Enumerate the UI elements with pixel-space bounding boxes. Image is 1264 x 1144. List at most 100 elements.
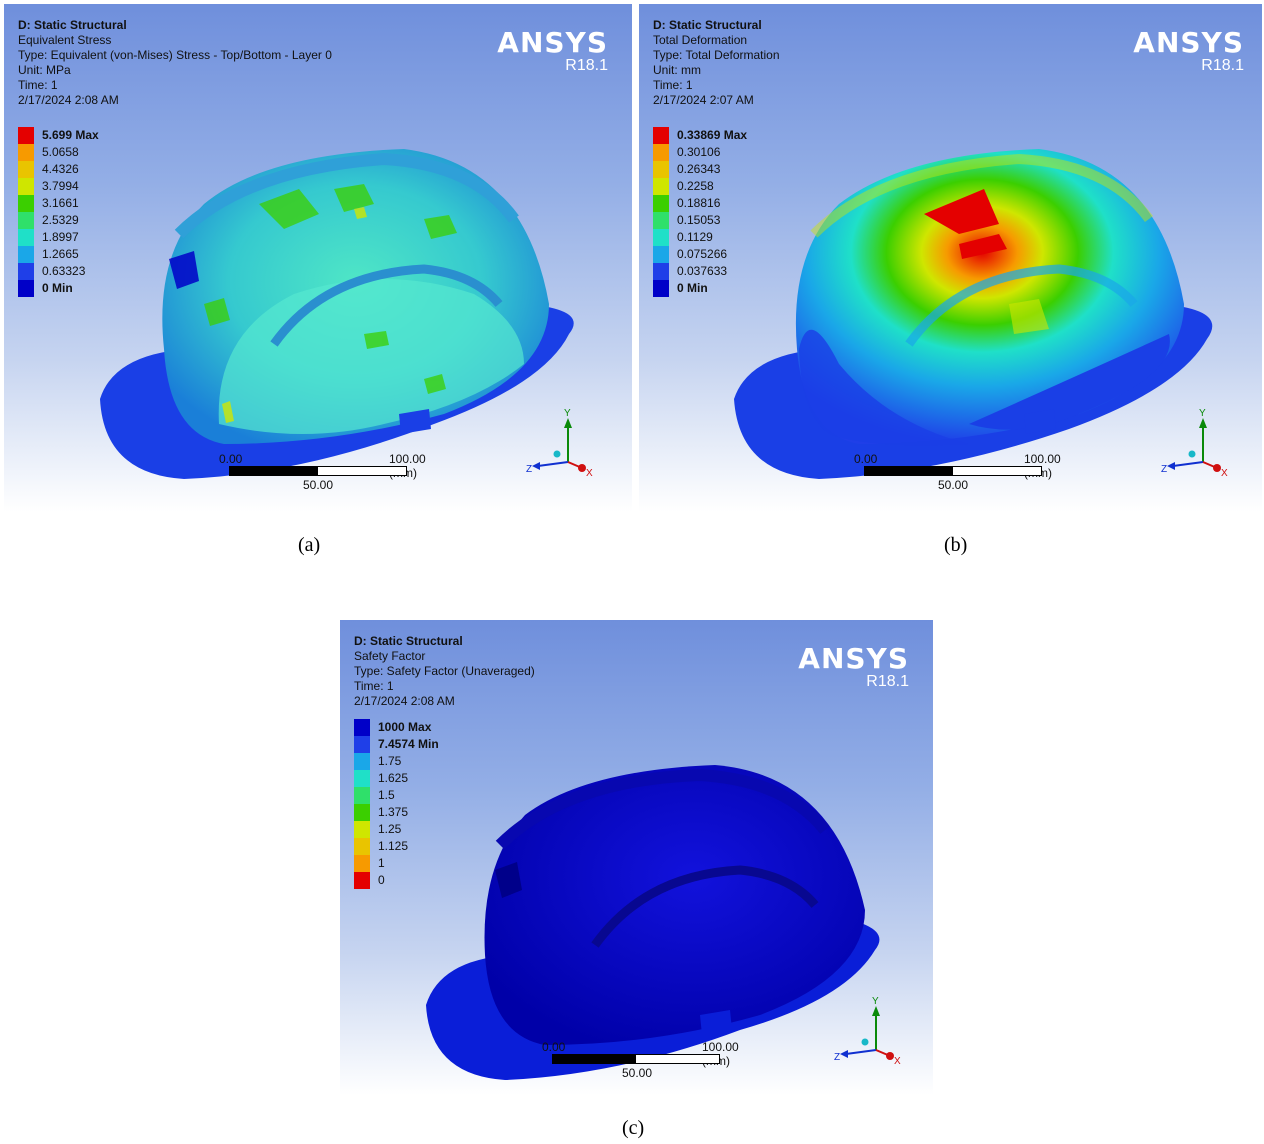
legend-entry: 1.25 <box>354 821 439 838</box>
result-info-block: D: Static Structural Total Deformation T… <box>653 18 780 108</box>
coordinate-triad-icon[interactable]: Y Z X <box>1159 404 1229 479</box>
legend-entry: 0.2258 <box>653 178 747 195</box>
scale-bar <box>552 1054 720 1064</box>
axis-x-label: X <box>894 1056 901 1067</box>
legend-entry: 0.26343 <box>653 161 747 178</box>
legend-entry: 1.125 <box>354 838 439 855</box>
legend-color-swatch <box>18 246 34 263</box>
axis-y-label: Y <box>1199 408 1206 419</box>
legend-entry: 4.4326 <box>18 161 99 178</box>
legend-color-swatch <box>354 838 370 855</box>
legend-color-swatch <box>653 246 669 263</box>
scale-start-label: 0.00 <box>542 1040 566 1054</box>
axis-z-label: Z <box>526 464 532 475</box>
axis-z-label: Z <box>834 1052 840 1063</box>
legend-color-swatch <box>653 212 669 229</box>
analysis-title: D: Static Structural <box>18 18 127 32</box>
viewport-equivalent-stress[interactable]: D: Static Structural Equivalent Stress T… <box>4 4 632 512</box>
legend-value-label: 0.15053 <box>677 213 721 227</box>
legend-entry: 0.63323 <box>18 263 99 280</box>
scale-bar <box>864 466 1042 476</box>
result-name: Total Deformation <box>653 33 748 47</box>
legend-value-label: 1.5 <box>378 788 395 802</box>
result-date: 2/17/2024 2:07 AM <box>653 93 754 107</box>
legend-color-swatch <box>653 144 669 161</box>
result-unit: Unit: MPa <box>18 63 71 77</box>
legend-value-label: 0.30106 <box>677 145 721 159</box>
legend-entry: 0.18816 <box>653 195 747 212</box>
legend-value-label: 0.63323 <box>42 264 86 278</box>
scale-mid-label: 50.00 <box>938 478 969 492</box>
scale-bar <box>229 466 407 476</box>
scale-mid-label: 50.00 <box>303 478 334 492</box>
legend-entry: 3.1661 <box>18 195 99 212</box>
legend-entry: 1 <box>354 855 439 872</box>
legend-color-swatch <box>18 161 34 178</box>
legend-value-label: 7.4574 Min <box>378 737 439 751</box>
contour-legend[interactable]: 1000 Max 7.4574 Min 1.75 1.625 1.5 1.375 1.25 1… <box>354 719 439 889</box>
legend-color-swatch <box>354 770 370 787</box>
legend-value-label: 1000 Max <box>378 720 432 734</box>
result-time: Time: 1 <box>653 78 693 92</box>
legend-entry: 1.625 <box>354 770 439 787</box>
scale-ruler: 0.00 100.00 (mm) 50.00 <box>219 452 429 492</box>
axis-y-label: Y <box>564 408 571 419</box>
legend-entry: 0.1129 <box>653 229 747 246</box>
helmet-deformation-contour <box>734 149 1213 479</box>
brand-name: ANSYS <box>497 26 608 59</box>
legend-color-swatch <box>653 127 669 144</box>
legend-value-label: 0.26343 <box>677 162 721 176</box>
contour-legend[interactable]: 5.699 Max 5.0658 4.4326 3.7994 3.1661 2.5329 1… <box>18 127 99 297</box>
legend-color-swatch <box>653 263 669 280</box>
figure-caption-b: (b) <box>944 534 968 556</box>
legend-entry: 0 Min <box>18 280 99 297</box>
result-date: 2/17/2024 2:08 AM <box>354 694 455 708</box>
legend-entry: 5.0658 <box>18 144 99 161</box>
legend-color-swatch <box>354 855 370 872</box>
coordinate-triad-icon[interactable]: Y Z X <box>832 992 902 1067</box>
ansys-logo: ANSYS R18.1 <box>1133 28 1244 74</box>
contour-legend[interactable]: 0.33869 Max 0.30106 0.26343 0.2258 0.18816 0.… <box>653 127 747 297</box>
legend-color-swatch <box>18 280 34 297</box>
analysis-title: D: Static Structural <box>354 634 463 648</box>
legend-entry: 1000 Max <box>354 719 439 736</box>
legend-value-label: 1.2665 <box>42 247 79 261</box>
legend-entry: 0.037633 <box>653 263 747 280</box>
axis-x-label: X <box>1221 468 1228 479</box>
legend-value-label: 3.7994 <box>42 179 79 193</box>
scale-ruler: 0.00 100.00 (mm) 50.00 <box>854 452 1064 492</box>
legend-value-label: 1.75 <box>378 754 402 768</box>
legend-color-swatch <box>18 263 34 280</box>
legend-color-swatch <box>653 229 669 246</box>
viewport-total-deformation[interactable]: D: Static Structural Total Deformation T… <box>639 4 1262 512</box>
result-date: 2/17/2024 2:08 AM <box>18 93 119 107</box>
legend-value-label: 1 <box>378 856 385 870</box>
legend-value-label: 5.699 Max <box>42 128 99 142</box>
legend-value-label: 1.125 <box>378 839 409 853</box>
legend-value-label: 0 Min <box>42 281 73 295</box>
legend-color-swatch <box>18 144 34 161</box>
legend-entry: 0 <box>354 872 439 889</box>
legend-value-label: 1.625 <box>378 771 409 785</box>
result-type: Type: Total Deformation <box>653 48 780 62</box>
figure-caption-c: (c) <box>622 1117 645 1139</box>
legend-entry: 3.7994 <box>18 178 99 195</box>
legend-value-label: 0 <box>378 873 385 887</box>
coordinate-triad-icon[interactable]: Y Z X <box>524 404 594 479</box>
helmet-stress-contour <box>100 149 574 479</box>
viewport-safety-factor[interactable]: D: Static Structural Safety Factor Type:… <box>340 620 933 1095</box>
legend-color-swatch <box>18 127 34 144</box>
result-type: Type: Equivalent (von-Mises) Stress - To… <box>18 48 332 62</box>
legend-entry: 1.75 <box>354 753 439 770</box>
axis-z-label: Z <box>1161 464 1167 475</box>
legend-entry: 1.2665 <box>18 246 99 263</box>
axis-y-label: Y <box>872 996 879 1007</box>
result-info-block: D: Static Structural Equivalent Stress T… <box>18 18 332 108</box>
legend-color-swatch <box>653 161 669 178</box>
legend-entry: 0 Min <box>653 280 747 297</box>
legend-color-swatch <box>653 195 669 212</box>
legend-value-label: 1.375 <box>378 805 409 819</box>
legend-value-label: 5.0658 <box>42 145 79 159</box>
brand-version: R18.1 <box>1201 57 1244 74</box>
legend-entry: 2.5329 <box>18 212 99 229</box>
